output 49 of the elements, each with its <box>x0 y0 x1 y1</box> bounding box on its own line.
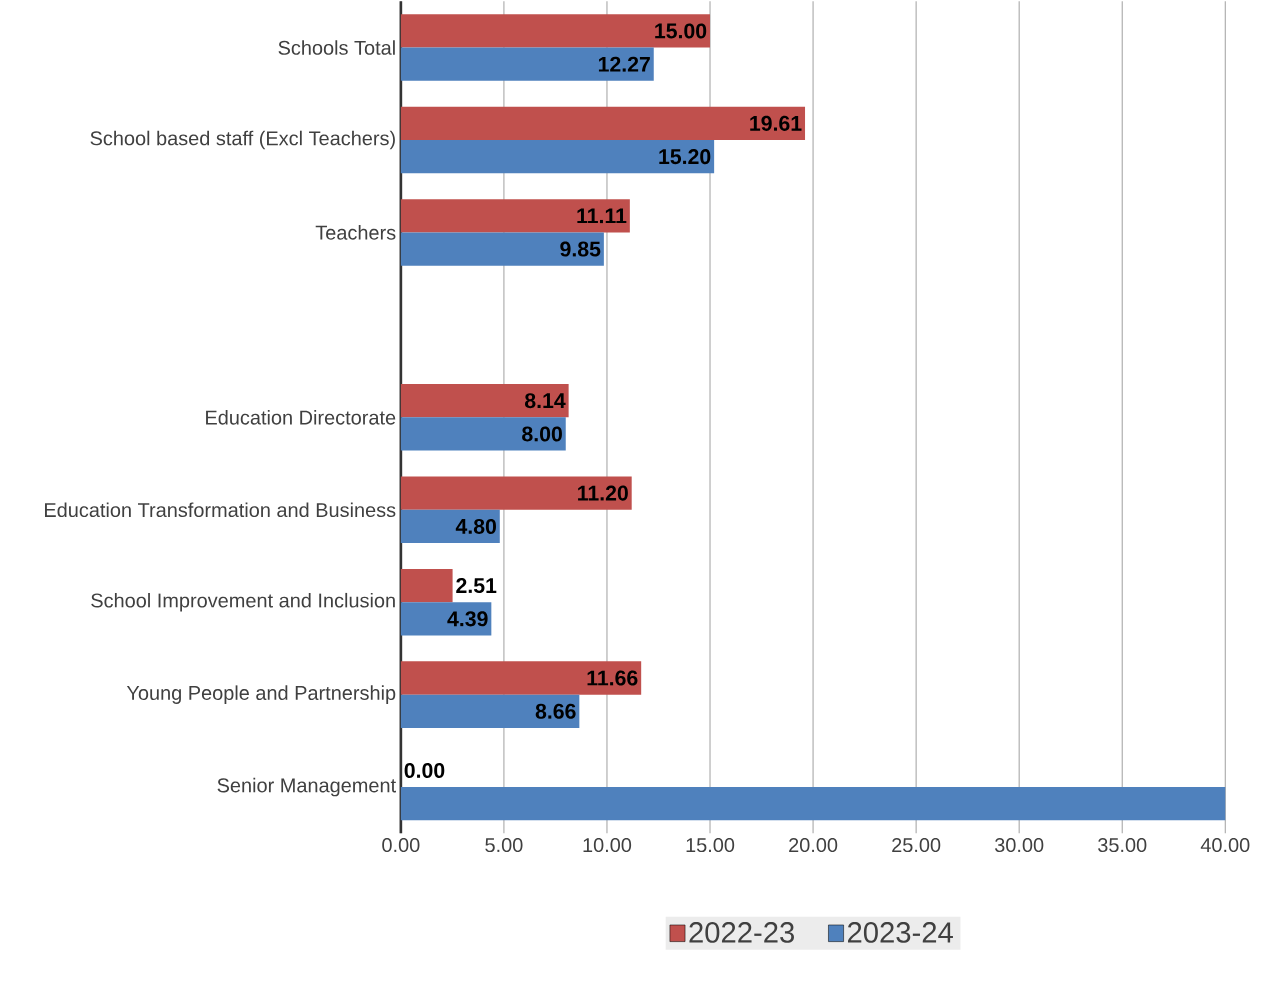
bar <box>400 417 566 451</box>
y-tick-label: Education Transformation and Business <box>45 502 396 518</box>
x-tick-label: 0.00 <box>382 837 420 853</box>
bar <box>400 47 654 81</box>
bar <box>400 139 715 174</box>
legend-label: 2022-23 <box>689 922 794 943</box>
y-tick-label: Education Directorate <box>206 409 396 425</box>
data-label: 4.80 <box>455 518 496 534</box>
data-label: 8.14 <box>524 393 566 409</box>
data-label: 4.39 <box>447 611 488 627</box>
data-label: 12.27 <box>598 56 650 72</box>
bar <box>400 509 500 543</box>
data-label: 0.00 <box>404 762 445 778</box>
bar <box>400 199 630 233</box>
bar <box>400 787 1226 821</box>
x-tick-label: 25.00 <box>892 837 941 853</box>
y-tick-label: School based staff (Excl Teachers) <box>90 130 395 150</box>
data-label: 15.00 <box>655 23 707 39</box>
bar <box>400 602 492 636</box>
data-label: 8.66 <box>535 703 576 719</box>
y-tick-label: Teachers <box>315 225 396 240</box>
y-tick-label: Senior Management <box>217 777 396 797</box>
data-label: 11.20 <box>578 485 628 501</box>
data-label: 2.51 <box>456 577 497 594</box>
bar <box>400 232 604 266</box>
data-label: 11.11 <box>577 208 627 224</box>
bar <box>400 14 711 48</box>
x-tick-label: 5.00 <box>485 837 523 853</box>
data-label: 9.85 <box>560 241 601 257</box>
x-tick-label: 20.00 <box>789 837 838 853</box>
x-tick-label: 35.00 <box>1098 837 1147 853</box>
x-tick-label: 15.00 <box>686 837 735 853</box>
data-label: 8.00 <box>522 426 562 442</box>
y-tick-label: Young People and Partnership <box>126 685 396 704</box>
legend-label: 2023-24 <box>847 922 953 943</box>
data-label: 19.61 <box>750 115 802 131</box>
bar <box>400 476 632 510</box>
y-tick-label: Schools Total <box>278 40 395 55</box>
data-label: 15.20 <box>659 149 711 165</box>
x-tick-label: 10.00 <box>583 837 632 853</box>
y-tick-label: School Improvement and Inclusion <box>91 592 395 612</box>
bar <box>400 661 642 695</box>
x-tick-label: 30.00 <box>994 837 1044 853</box>
data-label: 11.66 <box>587 670 638 686</box>
bar <box>400 568 453 603</box>
bar <box>400 106 806 140</box>
x-tick-label: 40.00 <box>1200 837 1250 853</box>
bar <box>400 383 569 418</box>
bar <box>400 694 580 728</box>
